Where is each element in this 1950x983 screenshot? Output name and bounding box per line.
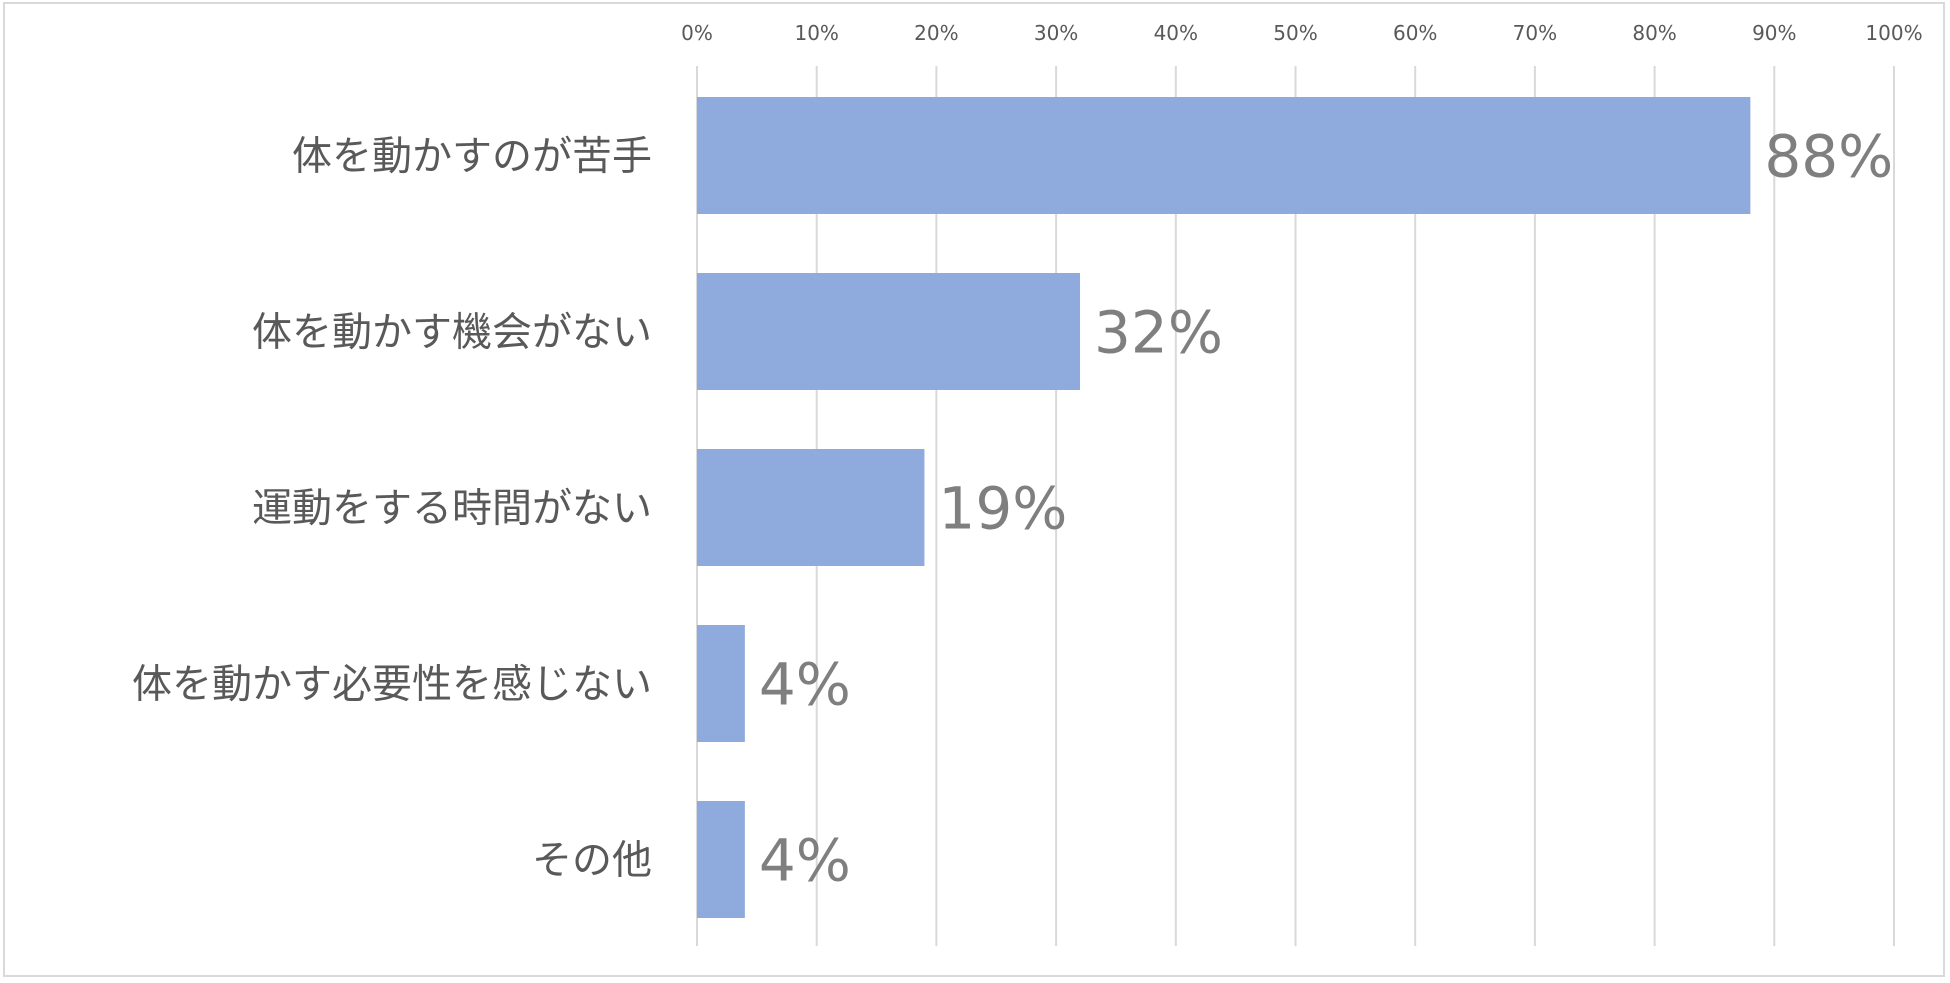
- x-axis-ticks: 0% 10% 20% 30% 40% 50% 60% 70% 80% 90% 100%: [681, 21, 1922, 45]
- data-label: 4%: [759, 827, 851, 895]
- category-label: 運動をする時間がない: [252, 486, 652, 532]
- category-label: その他: [532, 838, 652, 884]
- category-label: 体を動かす必要性を感じない: [132, 662, 652, 708]
- x-tick-label: 40%: [1154, 21, 1198, 45]
- x-tick-label: 70%: [1513, 21, 1557, 45]
- bar: [697, 625, 745, 742]
- x-tick-label: 60%: [1393, 21, 1437, 45]
- x-tick-label: 50%: [1273, 21, 1317, 45]
- data-label: 88%: [1764, 123, 1893, 191]
- category-labels: 体を動かすのが苦手体を動かす機会がない運動をする時間がない体を動かす必要性を感じ…: [132, 134, 652, 884]
- x-tick-label: 10%: [794, 21, 838, 45]
- bar: [697, 449, 925, 566]
- data-labels: 88% 32% 19% 4% 4%: [759, 123, 1893, 895]
- x-tick-label: 80%: [1632, 21, 1676, 45]
- data-label: 4%: [759, 651, 851, 719]
- x-tick-label: 30%: [1034, 21, 1078, 45]
- x-tick-label: 100%: [1865, 21, 1922, 45]
- x-tick-label: 90%: [1752, 21, 1796, 45]
- category-label: 体を動かすのが苦手: [292, 134, 652, 180]
- bar: [697, 801, 745, 918]
- data-label: 32%: [1094, 299, 1223, 367]
- data-label: 19%: [938, 475, 1067, 543]
- x-tick-label: 20%: [914, 21, 958, 45]
- bar: [697, 97, 1751, 214]
- category-label: 体を動かす機会がない: [252, 310, 652, 356]
- x-tick-label: 0%: [681, 21, 713, 45]
- bars: [697, 97, 1751, 918]
- bar: [697, 273, 1081, 390]
